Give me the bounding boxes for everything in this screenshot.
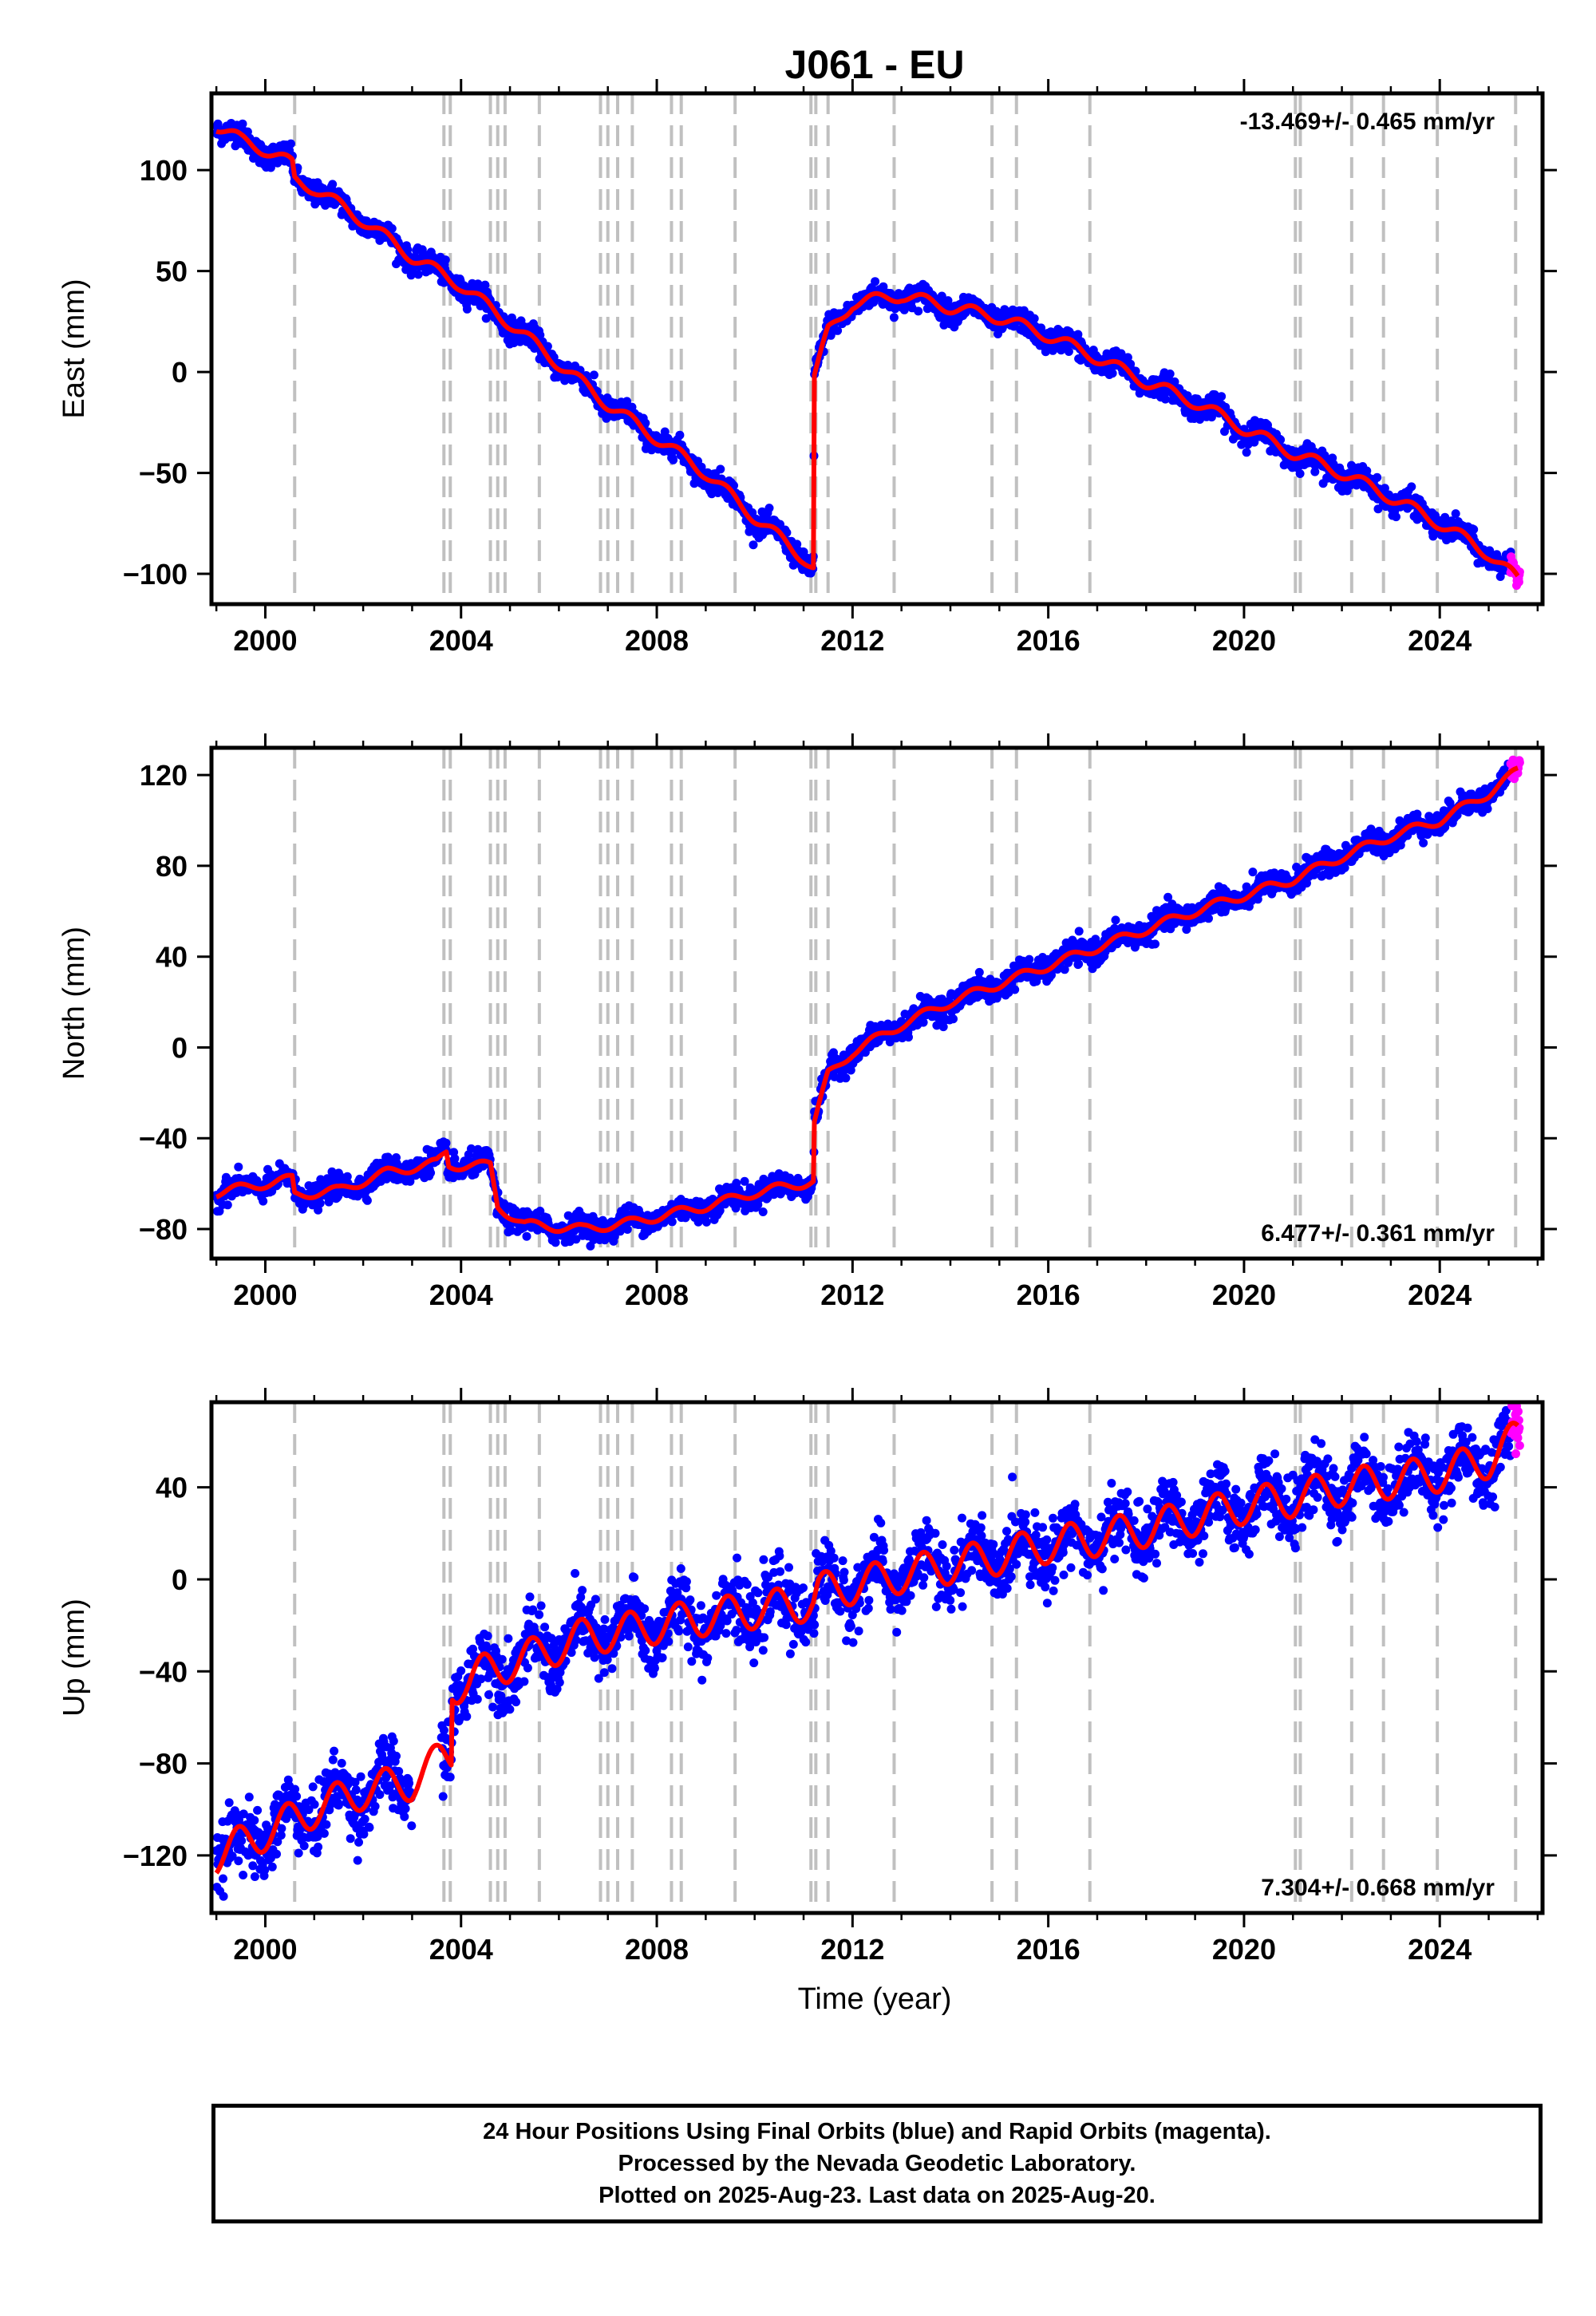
final-point	[1165, 370, 1175, 378]
y-tick-label: 0	[172, 356, 188, 389]
final-orbit-points	[211, 759, 1515, 1251]
model-curve	[214, 128, 1520, 579]
final-point	[362, 1196, 372, 1205]
final-point	[841, 1073, 851, 1083]
final-point	[328, 180, 338, 189]
final-point	[1392, 512, 1400, 522]
final-point	[238, 119, 247, 128]
final-point	[1204, 914, 1213, 923]
final-point	[315, 1199, 325, 1208]
east-panel: 2000 2004 2008 2012 2016 2020 2024 −100 −50 0 50 10…	[57, 79, 1557, 657]
y-tick-label: −50	[139, 457, 188, 490]
final-point	[589, 370, 598, 380]
chart-title: J061 - EU	[784, 42, 964, 87]
plot-frame	[209, 91, 1545, 607]
final-point	[667, 1217, 677, 1227]
final-point	[440, 255, 450, 265]
final-point	[1242, 448, 1251, 457]
final-point	[749, 540, 758, 550]
final-point	[535, 330, 545, 340]
final-point	[1248, 868, 1258, 877]
final-point	[764, 504, 774, 513]
final-point	[1029, 314, 1039, 323]
y-tick-label: 50	[156, 255, 188, 288]
north-panel: 2000 2004 2008 2012 2016 2020 2024−80−40040801…	[57, 733, 1557, 1311]
final-point	[1111, 915, 1120, 925]
final-point	[675, 430, 685, 440]
x-tick-label: 2020	[1212, 624, 1276, 657]
final-point	[641, 418, 650, 428]
final-point	[522, 1231, 531, 1241]
final-point	[1064, 347, 1073, 356]
plot-area	[211, 93, 1524, 604]
final-point	[1025, 954, 1034, 964]
final-point	[543, 342, 552, 351]
final-point	[481, 314, 491, 323]
final-point	[758, 1207, 768, 1216]
final-point	[949, 1014, 958, 1024]
final-point	[462, 304, 472, 314]
final-point	[1151, 939, 1159, 949]
x-tick-label: 2008	[625, 624, 689, 657]
final-point	[234, 1162, 243, 1172]
final-point	[701, 1217, 711, 1227]
final-point	[697, 462, 706, 472]
y-tick-label: −100	[123, 558, 188, 591]
final-point	[1108, 369, 1117, 378]
final-orbit-points	[211, 119, 1515, 581]
final-point	[1451, 509, 1460, 519]
final-point	[669, 455, 678, 464]
final-point	[1217, 392, 1227, 401]
y-tick-label: 100	[140, 154, 188, 187]
final-point	[223, 1200, 232, 1210]
final-point	[1407, 482, 1416, 492]
final-point	[974, 967, 984, 977]
final-point	[441, 1138, 451, 1148]
final-point	[1074, 927, 1084, 936]
final-point	[259, 1196, 268, 1206]
final-point	[889, 313, 899, 322]
x-tick-label: 2004	[429, 624, 493, 657]
final-point	[273, 158, 282, 168]
final-point	[413, 270, 423, 279]
x-tick-label: 2016	[1017, 624, 1080, 657]
x-tick-label: 2000	[233, 624, 297, 657]
final-point	[1373, 472, 1382, 482]
y-axis-label: East (mm)	[57, 279, 91, 418]
final-point	[426, 1168, 436, 1178]
final-point	[1074, 959, 1084, 969]
plot-area	[211, 748, 1524, 1259]
final-point	[286, 139, 295, 148]
final-point	[1469, 524, 1479, 534]
x-tick-label: 2024	[1408, 624, 1472, 657]
final-point	[387, 223, 397, 233]
final-point	[871, 277, 880, 287]
final-point	[716, 464, 725, 474]
rate-annotation: -13.469+/- 0.465 mm/yr	[1240, 109, 1495, 135]
final-point	[1295, 469, 1305, 478]
final-point	[914, 306, 923, 316]
final-point	[480, 280, 490, 290]
final-point	[904, 1033, 913, 1042]
final-point	[1010, 985, 1020, 994]
x-tick-label: 2012	[820, 624, 884, 657]
final-point	[266, 163, 275, 172]
